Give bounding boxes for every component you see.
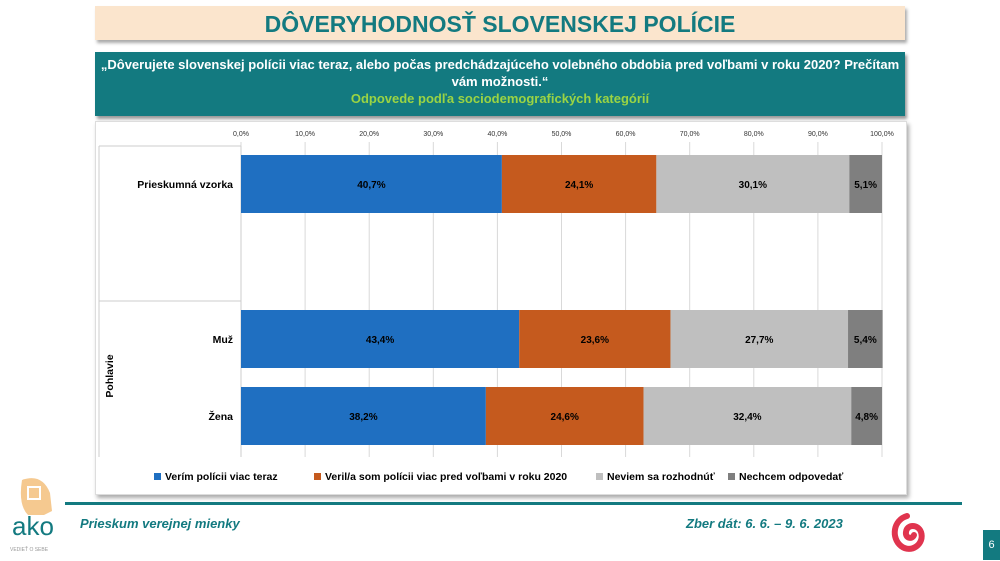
bar-segment [241, 155, 502, 213]
data-label: 4,8% [855, 412, 878, 423]
bar-segment [670, 310, 849, 368]
x-tick-label: 90,0% [808, 131, 828, 138]
category-label: Muž [213, 334, 233, 346]
data-label: 43,4% [366, 335, 394, 346]
bar-segment [519, 310, 671, 368]
stacked-bar-chart: 0,0% 10,0% 20,0% 30,0% 40,0% 50,0% 60,0% 70,0% 8… [98, 131, 894, 483]
group-label: Pohlavie [104, 354, 116, 397]
svg-text:ako: ako [12, 511, 54, 541]
data-label: 5,1% [854, 180, 877, 191]
data-label: 23,6% [581, 335, 609, 346]
x-tick-label: 50,0% [552, 131, 572, 138]
x-tick-label: 60,0% [616, 131, 636, 138]
bar-segment [849, 155, 882, 213]
bar-segment [848, 310, 883, 368]
data-label: 24,1% [565, 180, 593, 191]
chart-container: 0,0% 10,0% 20,0% 30,0% 40,0% 50,0% 60,0% 70,0% 8… [95, 121, 907, 495]
x-tick-label: 0,0% [233, 131, 249, 138]
x-tick-label: 10,0% [295, 131, 315, 138]
footer-date: Zber dát: 6. 6. – 9. 6. 2023 [686, 516, 843, 531]
legend-swatch [314, 473, 321, 480]
category-label: Prieskumná vzorka [137, 179, 233, 191]
question-text: „Dôverujete slovenskej polícii viac tera… [100, 57, 900, 89]
data-label: 24,6% [551, 412, 579, 423]
x-tick-label: 70,0% [680, 131, 700, 138]
bar-segment [241, 387, 486, 445]
data-label: 38,2% [349, 412, 377, 423]
x-tick-label: 100,0% [870, 131, 894, 138]
bar-segment [241, 310, 520, 368]
joj-logo [887, 512, 927, 561]
legend-swatch [596, 473, 603, 480]
legend-label: Veril/a som polícii viac pred voľbami v … [325, 471, 567, 483]
data-label: 40,7% [357, 180, 385, 191]
bar-segment [851, 387, 882, 445]
legend-label: Neviem sa rozhodnúť [607, 471, 716, 483]
x-tick-label: 80,0% [744, 131, 764, 138]
page-number: 6 [983, 530, 1000, 560]
footer-survey-label: Prieskum verejnej mienky [80, 516, 240, 531]
bar-segment [656, 155, 850, 213]
subtitle: Odpovede podľa sociodemografických kateg… [350, 91, 650, 106]
legend-label: Nechcem odpovedať [739, 471, 844, 483]
page-title: DÔVERYHODNOSŤ SLOVENSKEJ POLÍCIE [95, 6, 905, 40]
x-tick-label: 20,0% [359, 131, 379, 138]
ako-logo: ako VEDIEŤ O SEBE [8, 475, 58, 555]
category-label: Žena [208, 410, 233, 423]
legend-label: Verím polícii viac teraz [165, 471, 278, 483]
data-label: 5,4% [854, 335, 877, 346]
bar-segment [485, 387, 644, 445]
bar-segment [501, 155, 657, 213]
bar-segment [643, 387, 852, 445]
data-label: 27,7% [745, 335, 773, 346]
footer-divider [65, 502, 962, 505]
x-tick-label: 30,0% [423, 131, 443, 138]
legend-swatch [728, 473, 735, 480]
svg-text:VEDIEŤ O SEBE: VEDIEŤ O SEBE [10, 545, 49, 553]
question-box: „Dôverujete slovenskej polícii viac tera… [95, 52, 905, 116]
data-label: 30,1% [739, 180, 767, 191]
x-tick-label: 40,0% [487, 131, 507, 138]
data-label: 32,4% [733, 412, 761, 423]
legend-swatch [154, 473, 161, 480]
